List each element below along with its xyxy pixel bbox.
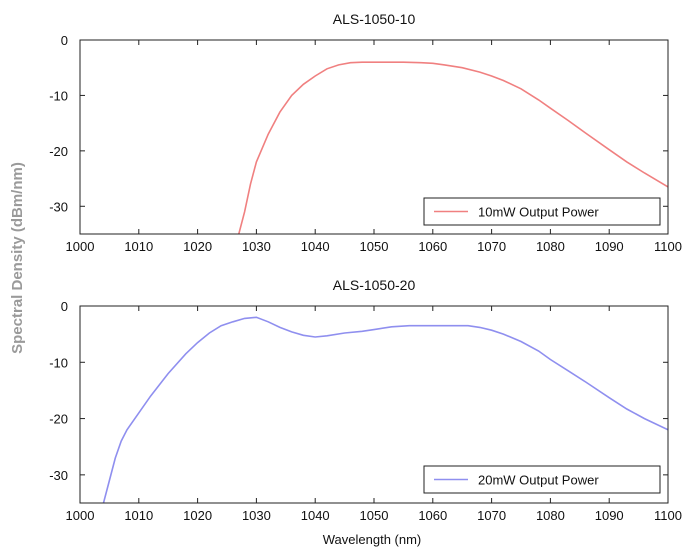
x-tick-label: 1070 (477, 508, 506, 523)
chart-title: ALS-1050-20 (333, 277, 416, 293)
y-tick-label: 0 (61, 33, 68, 48)
charts: ALS-1050-10 1000 1010 1020 1030 1040 1050 1060 1… (49, 11, 682, 523)
x-tick-label: 1050 (360, 508, 389, 523)
legend-label: 20mW Output Power (478, 473, 599, 488)
y-tick-label: 0 (61, 299, 68, 314)
y-tick-label: -10 (49, 355, 68, 370)
legend-label: 10mW Output Power (478, 205, 599, 220)
series-line-1 (238, 61, 668, 234)
chart-panel-2: ALS-1050-20 1000 1010 1020 1030 1040 1050 1060 1… (49, 277, 682, 523)
x-tick-label: 1090 (595, 508, 624, 523)
y-tick-label: -20 (49, 144, 68, 159)
x-tick-label: 1030 (242, 239, 271, 254)
x-tick-label: 1000 (66, 239, 95, 254)
y-tick-label: -10 (49, 88, 68, 103)
x-tick-label: 1080 (536, 239, 565, 254)
y-tick-label: -30 (49, 468, 68, 483)
y-tick-label: -30 (49, 199, 68, 214)
x-tick-label: 1070 (477, 239, 506, 254)
x-tick-label: 1010 (124, 508, 153, 523)
chart-panel-1: ALS-1050-10 1000 1010 1020 1030 1040 1050 1060 1… (49, 11, 682, 254)
x-tick-label: 1080 (536, 508, 565, 523)
x-tick-label: 1040 (301, 508, 330, 523)
x-tick-label: 1000 (66, 508, 95, 523)
x-tick-label: 1090 (595, 239, 624, 254)
x-tick-label: 1100 (654, 508, 682, 523)
x-tick-label: 1010 (124, 239, 153, 254)
x-tick-label: 1060 (418, 239, 447, 254)
x-tick-label: 1040 (301, 239, 330, 254)
x-tick-label: 1100 (654, 239, 682, 254)
x-tick-label: 1020 (183, 239, 212, 254)
chart-title: ALS-1050-10 (333, 11, 416, 27)
legend: 20mW Output Power (423, 465, 661, 494)
x-tick-label: 1030 (242, 508, 271, 523)
y-axis-label: Spectral Density (dBm/nm) (9, 162, 26, 354)
x-tick-label: 1050 (360, 239, 389, 254)
x-tick-label: 1060 (418, 508, 447, 523)
x-axis-label: Wavelength (nm) (323, 532, 422, 547)
y-tick-label: -20 (49, 412, 68, 427)
x-tick-label: 1020 (183, 508, 212, 523)
legend: 10mW Output Power (423, 197, 661, 226)
series-line-1 (102, 316, 668, 503)
